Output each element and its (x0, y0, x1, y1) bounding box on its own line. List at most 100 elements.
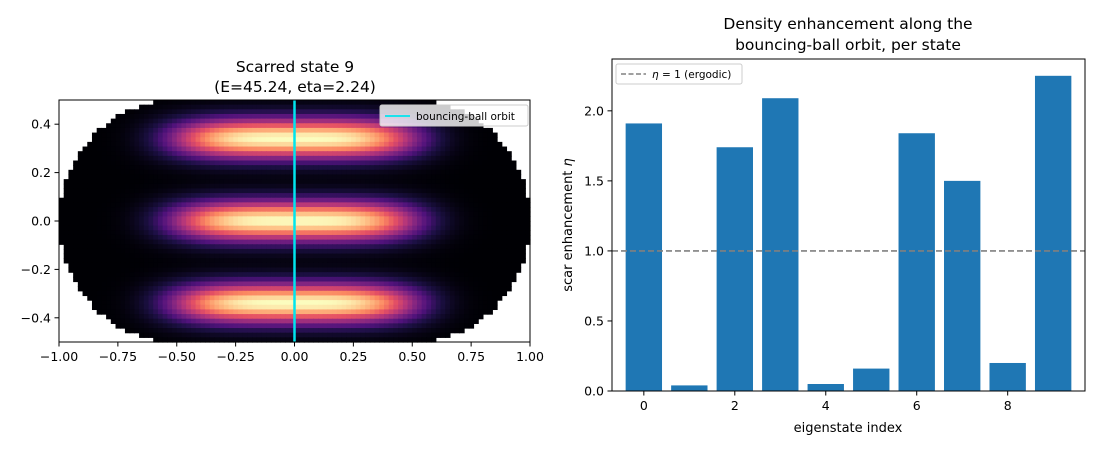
density-pixel (431, 230, 437, 236)
density-pixel (299, 276, 305, 283)
density-pixel (393, 258, 399, 264)
density-pixel (374, 272, 380, 278)
density-pixel (360, 211, 366, 217)
density-pixel (454, 318, 460, 324)
density-pixel (473, 253, 479, 259)
density-pixel (383, 155, 390, 162)
density-pixel (186, 183, 192, 190)
density-pixel (459, 165, 465, 171)
density-pixel (261, 230, 267, 236)
density-pixel (379, 286, 385, 292)
density-pixel (190, 100, 197, 106)
density-pixel (157, 323, 164, 329)
density-pixel (157, 216, 164, 222)
density-pixel (242, 188, 248, 194)
density-pixel (388, 337, 395, 343)
density-pixel (270, 100, 277, 106)
density-pixel (313, 179, 319, 185)
density-pixel (412, 314, 418, 320)
density-pixel (247, 141, 253, 148)
density-pixel (313, 230, 319, 236)
density-pixel (134, 253, 140, 259)
density-pixel (139, 258, 145, 264)
density-pixel (266, 300, 272, 306)
density-pixel (449, 160, 456, 166)
density-pixel (299, 100, 305, 106)
density-pixel (355, 323, 362, 329)
density-pixel (299, 234, 305, 241)
density-pixel (237, 337, 244, 343)
density-pixel (473, 244, 479, 250)
density-pixel (336, 234, 343, 241)
density-pixel (101, 169, 107, 176)
density-pixel (242, 332, 248, 338)
density-pixel (365, 141, 371, 148)
density-pixel (313, 290, 319, 297)
density-pixel (383, 239, 390, 245)
density-pixel (468, 146, 475, 152)
density-pixel (115, 160, 121, 166)
density-pixel (289, 239, 296, 245)
density-pixel (181, 183, 187, 190)
density-pixel (110, 225, 117, 231)
density-pixel (237, 276, 244, 283)
density-pixel (299, 318, 305, 324)
density-pixel (280, 286, 286, 292)
density-pixel (200, 207, 206, 213)
density-pixel (449, 318, 456, 324)
density-pixel (327, 276, 333, 283)
density-pixel (393, 100, 399, 106)
density-pixel (195, 113, 201, 120)
density-pixel (96, 295, 102, 301)
density-pixel (256, 337, 263, 343)
density-pixel (327, 160, 333, 166)
density-pixel (407, 262, 413, 269)
density-pixel (402, 337, 409, 343)
density-pixel (336, 104, 343, 110)
density-pixel (289, 216, 296, 222)
density-pixel (440, 207, 446, 213)
density-pixel (355, 169, 362, 176)
density-pixel (176, 146, 183, 152)
density-pixel (172, 146, 178, 152)
density-pixel (351, 104, 357, 110)
density-pixel (106, 193, 112, 199)
density-pixel (101, 295, 107, 301)
density-pixel (374, 179, 380, 185)
density-pixel (445, 272, 451, 278)
density-pixel (261, 109, 267, 115)
density-pixel (313, 193, 319, 199)
density-pixel (176, 258, 183, 264)
density-pixel (369, 328, 376, 334)
density-pixel (148, 295, 154, 301)
density-pixel (482, 211, 489, 217)
density-pixel (369, 104, 376, 110)
density-pixel (167, 197, 173, 203)
density-pixel (515, 169, 522, 176)
density-pixel (101, 304, 107, 311)
density-pixel (351, 183, 357, 190)
density-pixel (223, 104, 230, 110)
density-pixel (468, 281, 475, 287)
density-pixel (134, 188, 140, 194)
density-pixel (341, 188, 347, 194)
density-pixel (341, 123, 347, 129)
density-pixel (256, 160, 263, 166)
density-pixel (120, 239, 126, 245)
density-pixel (398, 183, 404, 190)
density-pixel (383, 146, 390, 152)
density-pixel (120, 155, 126, 162)
density-pixel (219, 113, 225, 120)
density-pixel (153, 202, 159, 208)
density-pixel (506, 258, 512, 264)
density-pixel (214, 109, 220, 115)
density-pixel (77, 258, 84, 264)
density-pixel (139, 276, 145, 283)
density-pixel (445, 230, 451, 236)
density-pixel (482, 165, 489, 171)
density-pixel (369, 100, 376, 106)
density-pixel (200, 104, 206, 110)
density-pixel (186, 169, 192, 176)
density-pixel (148, 146, 154, 152)
density-pixel (256, 169, 263, 176)
